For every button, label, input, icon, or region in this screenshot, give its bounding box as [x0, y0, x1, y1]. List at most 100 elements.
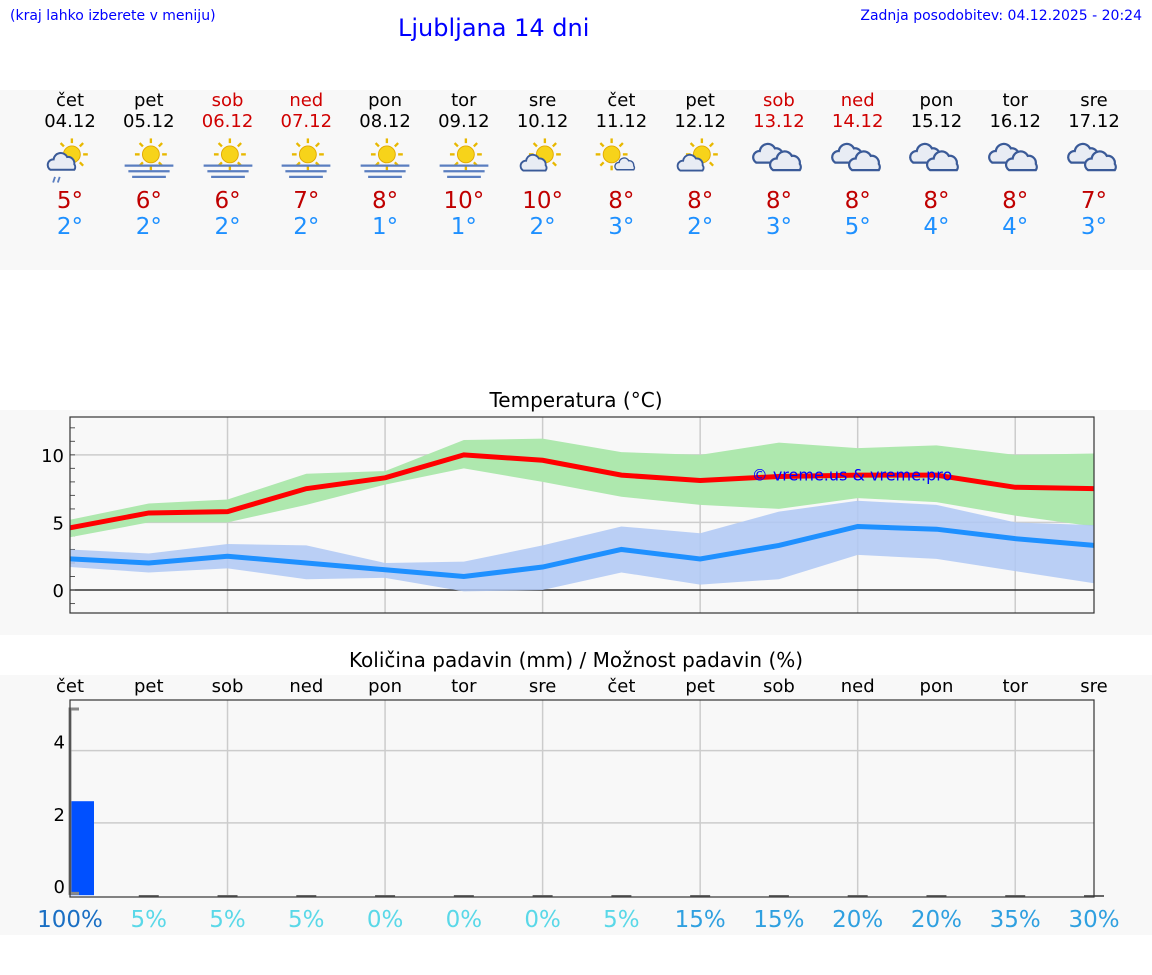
day-name: pet: [133, 90, 164, 111]
min-temperature: 4°: [923, 214, 950, 240]
day-date: 08.12: [359, 111, 411, 132]
y-tick-label: 10: [41, 446, 64, 467]
sun-cloud-rain-icon: [46, 138, 88, 183]
day-column: sob 06.12 6° 2°: [189, 90, 267, 240]
last-update: Zadnja posodobitev: 04.12.2025 - 20:24: [860, 8, 1142, 24]
precipitation-probability: 0%: [446, 907, 483, 933]
precipitation-probability: 35%: [990, 907, 1041, 933]
day-name: pon: [368, 90, 402, 111]
x-category-label: tor: [1002, 676, 1028, 697]
day-column: pet 12.12 8° 2°: [661, 90, 739, 240]
day-date: 13.12: [753, 111, 805, 132]
precipitation-chart: 0 2 4 čet pet sob ned pon tor sre čet pet sob ned pon t…: [37, 676, 1119, 933]
day-name: čet: [607, 90, 636, 111]
watermark: © vreme.us & vreme.pro: [752, 466, 953, 485]
sun-fog-icon: [281, 138, 331, 179]
min-temperature: 2°: [214, 214, 241, 240]
cloudy-icon: [988, 142, 1039, 172]
x-category-label: sob: [763, 676, 795, 697]
day-column: čet 11.12 8° 3°: [582, 90, 660, 240]
day-name: pet: [685, 90, 715, 111]
day-name: tor: [451, 90, 477, 111]
day-name: sre: [528, 90, 557, 111]
plot-frame: [69, 699, 1095, 898]
day-name: pon: [919, 90, 954, 111]
min-temperature: 2°: [687, 214, 714, 240]
page-title: Ljubljana 14 dni: [398, 14, 590, 42]
plot-frame: [69, 416, 1095, 614]
plot-area: [70, 700, 1094, 897]
min-temperature: 3°: [608, 214, 635, 240]
precipitation-probability: 5%: [288, 907, 325, 933]
precipitation-probability: 30%: [1068, 907, 1119, 933]
x-category-label: sre: [1080, 676, 1107, 697]
x-category-label: čet: [607, 676, 635, 697]
precipitation-probability: 15%: [753, 907, 804, 933]
sun-fog-icon: [203, 138, 252, 179]
day-column: čet 04.12 5° 2°: [31, 90, 109, 240]
x-category-label: sre: [529, 676, 556, 697]
day-date: 10.12: [516, 111, 569, 132]
day-date: 12.12: [674, 111, 726, 132]
day-date: 16.12: [989, 111, 1041, 132]
day-column: pon 08.12 8° 1°: [346, 90, 424, 240]
y-tick-label: 2: [54, 805, 65, 826]
day-name: ned: [840, 90, 875, 111]
precipitation-probability: 5%: [209, 907, 246, 933]
day-name: tor: [1002, 90, 1028, 111]
precipitation-chart-title: Količina padavin (mm) / Možnost padavin …: [348, 648, 804, 672]
sun-small-cloud-icon: [596, 138, 636, 171]
day-date: 11.12: [595, 111, 648, 132]
max-temperature: 8°: [923, 188, 950, 214]
day-date: 06.12: [201, 111, 254, 132]
day-column: tor 16.12 8° 4°: [976, 90, 1054, 240]
y-tick-label: 0: [54, 877, 65, 898]
precipitation-probability: 100%: [37, 907, 103, 933]
y-tick-label: 5: [53, 513, 64, 534]
day-column: sre 17.12 7° 3°: [1055, 90, 1133, 240]
day-column: ned 07.12 7° 2°: [267, 90, 345, 240]
min-temperature: 2°: [56, 214, 84, 240]
max-temperature: 5°: [56, 188, 84, 214]
sun-cloud-icon: [519, 138, 561, 172]
day-column: tor 09.12 10° 1°: [425, 90, 503, 240]
day-column: pet 05.12 6° 2°: [110, 90, 188, 240]
location-hint: (kraj lahko izberete v meniju): [10, 8, 216, 24]
day-date: 15.12: [910, 111, 963, 132]
day-date: 09.12: [438, 111, 490, 132]
day-name: sob: [763, 90, 795, 111]
day-name: ned: [289, 90, 324, 111]
min-temperature: 3°: [1080, 214, 1108, 240]
precipitation-probability: 5%: [131, 907, 168, 933]
temperature-chart: 0 5 10 © vreme.us & vreme.pro: [41, 416, 1095, 614]
max-temperature: 7°: [293, 188, 320, 214]
daily-forecast-strip: čet 04.12 5° 2° pet 05.12 6° 2° sob 06.12 …: [0, 90, 1152, 270]
max-temperature: 8°: [844, 188, 871, 214]
max-temperature: 7°: [1080, 188, 1108, 214]
max-temperature-line: [69, 452, 1095, 531]
max-temperature: 6°: [135, 188, 162, 214]
day-column: sob 13.12 8° 3°: [740, 90, 818, 240]
max-temperature: 8°: [1002, 188, 1029, 214]
day-name: sob: [211, 90, 244, 111]
y-tick-label: 4: [54, 733, 65, 754]
precipitation-probability: 15%: [675, 907, 726, 933]
precipitation-bar: [70, 801, 94, 896]
min-temperature: 3°: [765, 214, 792, 240]
x-category-label: pet: [134, 676, 164, 697]
max-temperature: 8°: [608, 188, 635, 214]
day-date: 05.12: [123, 111, 175, 132]
temperature-chart-title: Temperatura (°C): [489, 388, 663, 412]
day-date: 14.12: [831, 111, 884, 132]
cloudy-icon: [751, 142, 802, 172]
max-temperature: 10°: [522, 188, 563, 214]
sun-fog-icon: [124, 138, 174, 179]
min-temperature: 4°: [1002, 214, 1029, 240]
min-temperature: 1°: [371, 214, 399, 240]
max-temperature: 8°: [687, 188, 714, 214]
x-category-label: sob: [212, 676, 244, 697]
max-temperature: 6°: [214, 188, 241, 214]
precipitation-probability: 5%: [603, 907, 640, 933]
min-temperature: 2°: [293, 214, 320, 240]
day-date: 04.12: [44, 111, 96, 132]
